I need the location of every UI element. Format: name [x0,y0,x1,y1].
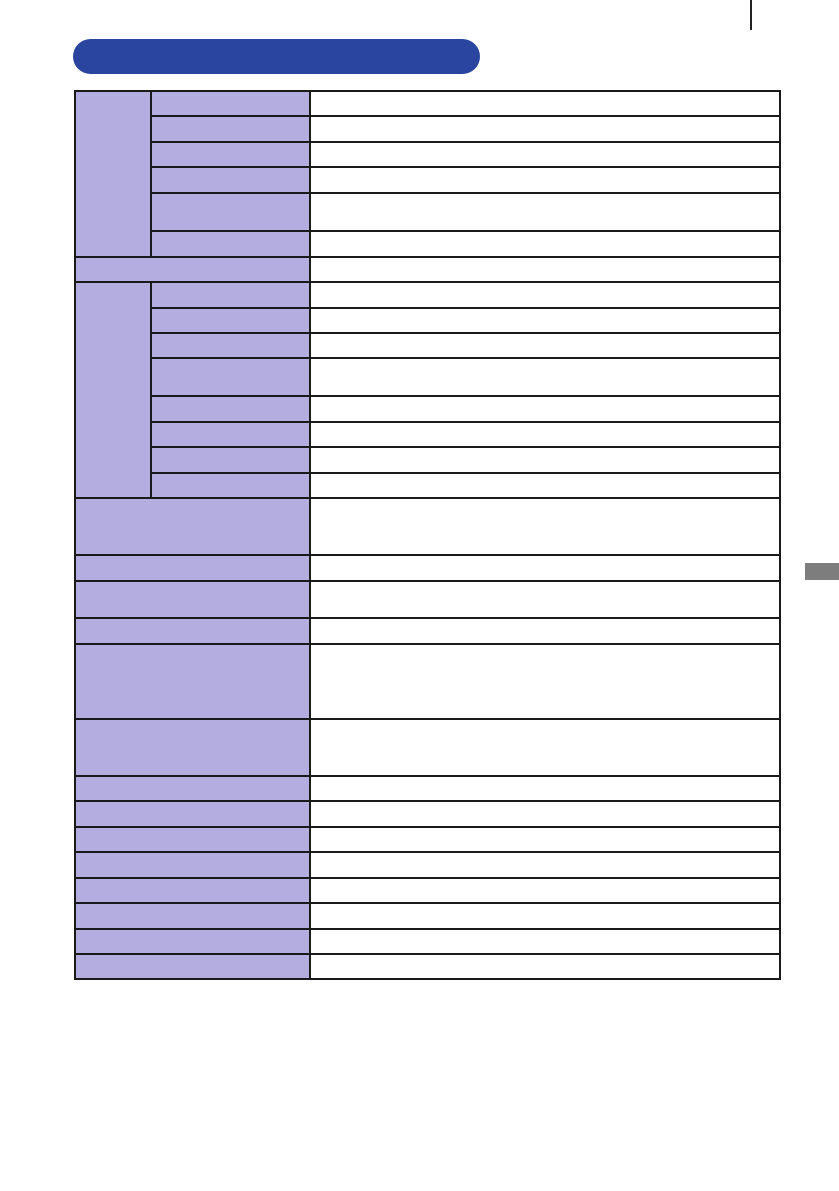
table-row [74,953,781,980]
value-cell [309,953,781,980]
value-cell [309,90,781,117]
value-cell [309,446,781,474]
value-cell [309,281,781,309]
value-cell [309,421,781,448]
table-row [74,877,781,904]
sub-header-cell [150,192,311,232]
sub-header-cell [150,357,311,397]
header-cell [74,902,311,930]
table-row [75,192,781,232]
value-cell [309,902,781,930]
table-row [75,395,781,423]
sub-header-cell [150,307,311,334]
table-row [75,141,781,168]
value-cell [309,877,781,904]
table-row [74,718,781,777]
value-cell [309,357,781,397]
header-cell [74,775,311,802]
header-cell [74,851,311,879]
table-row [75,332,781,359]
header-cell [74,928,311,955]
sub-header-cell [150,446,311,474]
value-cell [309,851,781,879]
table-row [74,902,781,930]
sub-header-cell [150,166,311,194]
header-cell [74,826,311,853]
table-row [75,307,781,334]
table-row [74,826,781,853]
value-cell [309,230,781,258]
table-row [75,472,781,499]
value-cell [309,141,781,168]
table-row [74,90,781,258]
header-cell [74,580,311,619]
sub-header-cell [150,332,311,359]
section-title-banner [73,39,480,74]
sub-header-cell [150,230,311,258]
group-header-cell [74,281,152,499]
value-cell [309,192,781,232]
header-cell [74,617,311,645]
table-row [75,230,781,258]
sub-header-cell [150,115,311,143]
table-row [74,643,781,720]
value-cell [309,617,781,645]
value-cell [309,643,781,720]
group-header-cell [74,90,152,258]
value-cell [309,115,781,143]
table-row [74,497,781,556]
header-cell [74,718,311,777]
table-row [74,281,781,499]
table-row [75,357,781,397]
table-row [74,554,781,582]
value-cell [309,307,781,334]
table-row [74,800,781,828]
value-cell [309,497,781,556]
value-cell [309,395,781,423]
sub-header-cell [150,421,311,448]
table-row [74,775,781,802]
value-cell [309,580,781,619]
header-cell [74,800,311,828]
table-row [75,115,781,143]
value-cell [309,800,781,828]
value-cell [309,166,781,194]
value-cell [309,472,781,499]
specifications-table [74,90,781,980]
table-row [74,256,781,283]
header-cell [74,643,311,720]
header-cell [74,953,311,980]
table-row [75,421,781,448]
sub-header-cell [150,141,311,168]
table-row [75,166,781,194]
header-cell [74,256,311,283]
header-cell [74,497,311,556]
table-row [74,851,781,879]
value-cell [309,554,781,582]
header-cell [74,554,311,582]
sub-header-cell [150,90,311,117]
sub-header-cell [150,395,311,423]
value-cell [309,256,781,283]
header-cell [74,877,311,904]
value-cell [309,928,781,955]
table-row [75,446,781,474]
side-index-tab [805,563,839,580]
crop-mark [750,0,752,30]
table-row [74,928,781,955]
table-row [74,617,781,645]
sub-header-cell [150,472,311,499]
value-cell [309,332,781,359]
value-cell [309,826,781,853]
value-cell [309,775,781,802]
sub-header-cell [150,281,311,309]
value-cell [309,718,781,777]
table-row [74,580,781,619]
